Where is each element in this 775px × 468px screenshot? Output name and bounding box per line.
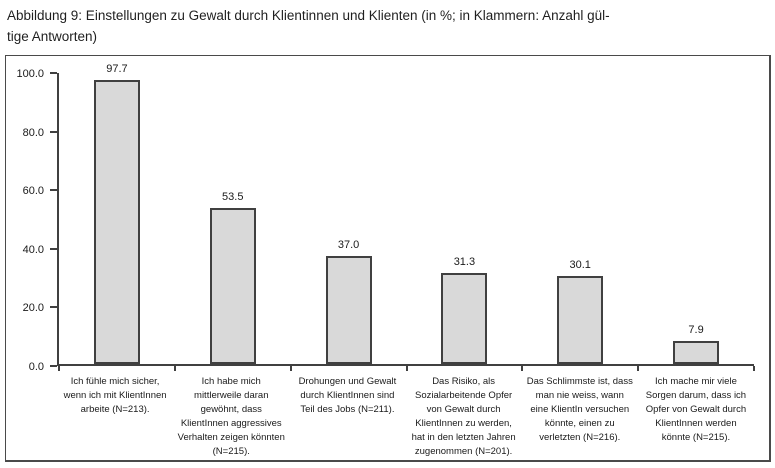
- bar: [93, 79, 140, 364]
- x-axis-tick: [58, 366, 60, 371]
- bar-slot: 7.9: [638, 73, 754, 364]
- y-axis-tick-label: 40.0: [22, 243, 44, 256]
- category-label: Das Schlimmste ist, dass man nie weiss, …: [526, 376, 633, 443]
- bar-value-label: 97.7: [106, 62, 128, 75]
- y-axis-tick-mark: [50, 306, 57, 309]
- bar: [325, 256, 372, 364]
- bar-slot: 97.7: [59, 63, 175, 364]
- y-axis-tick-mark: [50, 72, 57, 74]
- bar-slot: 31.3: [406, 73, 522, 364]
- bar: [441, 272, 488, 364]
- x-axis-tick: [521, 366, 524, 371]
- y-axis-tick-label: 80.0: [22, 126, 44, 139]
- bar-slot: 37.0: [291, 73, 407, 364]
- y-axis-tick-label: 0.0: [28, 361, 44, 373]
- y-axis-tick-label: 20.0: [22, 302, 44, 315]
- y-axis: 0.0 20.0 40.0 60.0 80.0 100.0: [6, 68, 57, 373]
- category-label: Drohungen und Gewalt durch KlientInnen s…: [298, 376, 397, 415]
- figure-caption-line-1: Abbildung 9: Einstellungen zu Gewalt dur…: [7, 8, 610, 23]
- x-axis-labels: Ich fühle mich sicher, wenn ich mit Klie…: [57, 375, 754, 459]
- y-axis-tick-label: 60.0: [22, 185, 44, 198]
- category-label: Ich fühle mich sicher, wenn ich mit Klie…: [63, 376, 167, 415]
- bar-value-label: 7.9: [688, 324, 704, 337]
- y-axis-tick-mark: [50, 130, 57, 133]
- figure-caption-line-2: tige Antworten): [7, 29, 98, 44]
- category-label: Ich mache mir viele Sorgen darum, dass i…: [645, 376, 747, 443]
- x-axis-tick: [289, 366, 292, 371]
- x-axis-tick: [753, 366, 755, 371]
- y-axis-tick-mark: [50, 365, 57, 367]
- bar-value-label: 37.0: [337, 239, 360, 252]
- bar-value-label: 53.5: [222, 191, 244, 204]
- figure-caption: Abbildung 9: Einstellungen zu Gewalt dur…: [7, 5, 773, 47]
- bar-slot: 30.1: [522, 73, 638, 364]
- category-label: Das Risiko, als Sozialarbeitende Opfer v…: [411, 376, 516, 457]
- plot-area: 97.7 53.5 37.0 31.3 30.1 7.9: [57, 63, 755, 371]
- bar-value-label: 30.1: [569, 259, 591, 272]
- chart-frame: 0.0 20.0 40.0 60.0 80.0 100.0 97.7 53.5 37.0 31.…: [5, 55, 771, 462]
- bar-slot: 53.5: [175, 73, 291, 364]
- x-axis-tick: [173, 366, 176, 371]
- y-axis-tick-mark: [50, 247, 57, 250]
- bar: [673, 341, 720, 364]
- bar-value-label: 31.3: [453, 255, 476, 268]
- x-axis-tick: [405, 366, 408, 371]
- bar: [209, 208, 256, 364]
- x-axis-tick: [637, 366, 640, 371]
- y-axis-tick-label: 100.0: [16, 68, 44, 80]
- category-label: Ich habe mich mittlerweile daran gewöhnt…: [177, 376, 285, 457]
- bar: [557, 276, 604, 364]
- y-axis-tick-mark: [50, 189, 57, 192]
